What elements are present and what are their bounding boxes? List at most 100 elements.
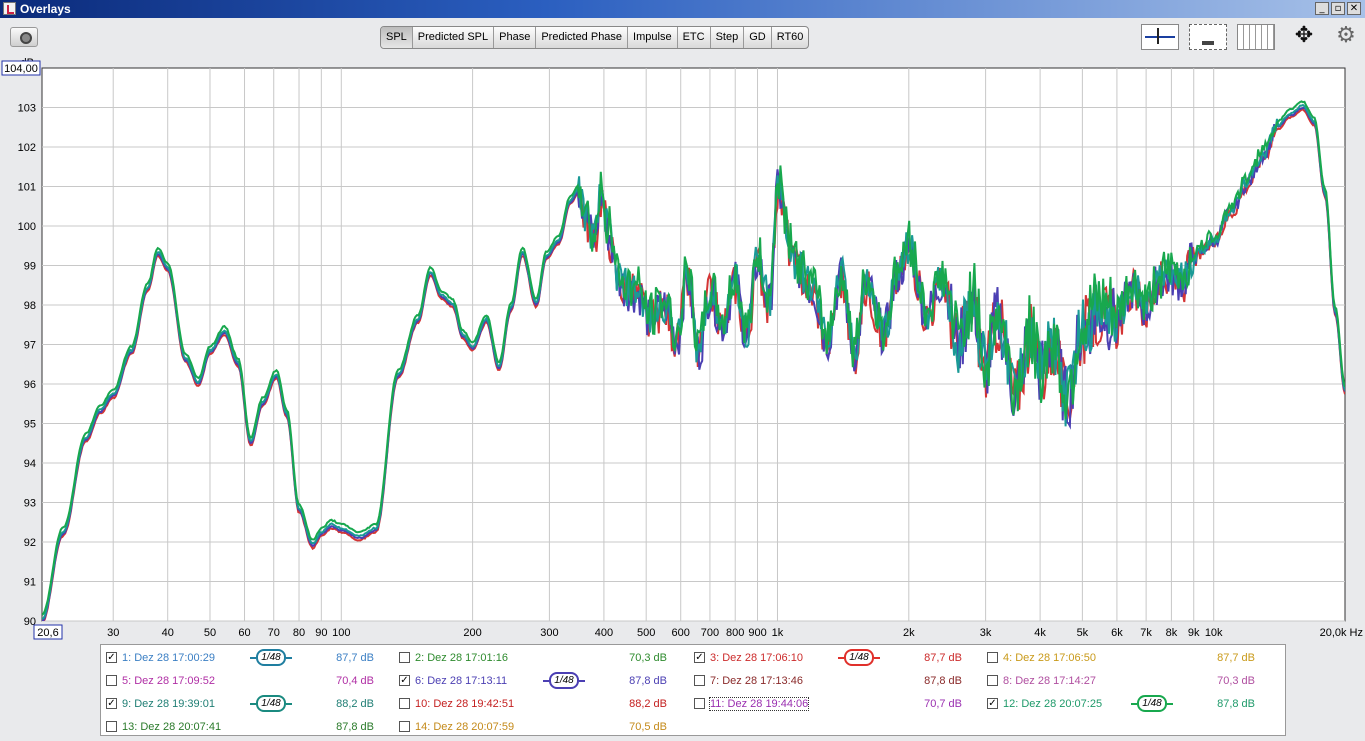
legend-item: ✓ 9: Dez 28 19:39:01 1/48 88,2 dB xyxy=(106,694,386,716)
legend-checkbox[interactable]: ✓ xyxy=(106,698,117,709)
camera-icon[interactable] xyxy=(10,27,38,47)
x-tick-label: 800 xyxy=(726,627,744,639)
x-tick-label: 90 xyxy=(315,627,327,639)
legend-item: ✓ 1: Dez 28 17:00:29 1/48 87,7 dB xyxy=(106,648,386,670)
x-tick-label: 9k xyxy=(1188,627,1200,639)
grid-icon[interactable] xyxy=(1237,24,1275,50)
legend-checkbox[interactable]: ✓ xyxy=(106,652,117,663)
legend-item: ✓ 6: Dez 28 17:13:11 1/48 87,8 dB xyxy=(399,671,679,693)
legend-label[interactable]: 6: Dez 28 17:13:11 xyxy=(415,675,508,687)
legend-checkbox[interactable] xyxy=(694,675,705,686)
x-tick-label: 200 xyxy=(463,627,481,639)
x-tick-label: 40 xyxy=(162,627,174,639)
legend-checkbox[interactable] xyxy=(399,652,410,663)
tab-spl[interactable]: SPL xyxy=(381,27,413,48)
y-tick-label: 92 xyxy=(24,537,36,549)
legend-average: 70,3 dB xyxy=(1217,675,1255,687)
legend-checkbox[interactable]: ✓ xyxy=(694,652,705,663)
smoothing-badge[interactable]: 1/48 xyxy=(838,649,880,666)
tab-predicted-spl[interactable]: Predicted SPL xyxy=(413,27,495,48)
x-tick-label: 4k xyxy=(1034,627,1046,639)
x-tick-label: 100 xyxy=(332,627,350,639)
tab-step[interactable]: Step xyxy=(711,27,745,48)
legend-checkbox[interactable] xyxy=(694,698,705,709)
legend-label[interactable]: 11: Dez 28 19:44:06 xyxy=(708,697,810,711)
x-min-readout: 20,6 xyxy=(37,627,58,639)
legend-checkbox[interactable]: ✓ xyxy=(399,675,410,686)
legend-item: ✓ 12: Dez 28 20:07:25 1/48 87,8 dB xyxy=(987,694,1267,716)
x-tick-label: 7k xyxy=(1140,627,1152,639)
y-tick-label: 93 xyxy=(24,498,36,510)
smoothing-badge[interactable]: 1/48 xyxy=(250,695,292,712)
x-tick-label: 8k xyxy=(1166,627,1178,639)
spl-chart[interactable]: 90 91 92 93 94 95 96 97 98 99 100 101 102 103 30 40 50 60… xyxy=(0,50,1365,644)
tab-impulse[interactable]: Impulse xyxy=(628,27,678,48)
legend-item: ✓ 3: Dez 28 17:06:10 1/48 87,7 dB xyxy=(694,648,974,670)
maximize-button[interactable]: ▫ xyxy=(1331,2,1345,15)
legend-checkbox[interactable] xyxy=(106,721,117,732)
legend-label[interactable]: 12: Dez 28 20:07:25 xyxy=(1003,698,1103,710)
series-line xyxy=(42,100,1345,616)
y-tick-label: 90 xyxy=(24,616,36,628)
smoothing-badge[interactable]: 1/48 xyxy=(1131,695,1173,712)
legend-label[interactable]: 9: Dez 28 19:39:01 xyxy=(122,698,215,710)
x-tick-label: 300 xyxy=(540,627,558,639)
fit-to-window-icon[interactable] xyxy=(1189,24,1227,50)
legend-checkbox[interactable] xyxy=(399,698,410,709)
legend-checkbox[interactable] xyxy=(987,652,998,663)
tab-gd[interactable]: GD xyxy=(744,27,772,48)
legend-label[interactable]: 1: Dez 28 17:00:29 xyxy=(122,652,215,664)
legend-item: 11: Dez 28 19:44:06 70,7 dB xyxy=(694,694,974,716)
legend-label[interactable]: 3: Dez 28 17:06:10 xyxy=(710,652,803,664)
legend-item: 5: Dez 28 17:09:52 70,4 dB xyxy=(106,671,386,693)
tab-etc[interactable]: ETC xyxy=(678,27,711,48)
legend-average: 87,8 dB xyxy=(1217,698,1255,710)
legend-label[interactable]: 8: Dez 28 17:14:27 xyxy=(1003,675,1096,687)
x-tick-label: 600 xyxy=(672,627,690,639)
x-tick-label: 60 xyxy=(238,627,250,639)
minimize-button[interactable]: _ xyxy=(1315,2,1329,15)
y-tick-label: 102 xyxy=(18,142,36,154)
move-arrows-icon[interactable]: ✥ xyxy=(1294,23,1314,48)
legend-label[interactable]: 14: Dez 28 20:07:59 xyxy=(415,721,515,733)
tab-phase[interactable]: Phase xyxy=(494,27,537,48)
legend-checkbox[interactable]: ✓ xyxy=(987,698,998,709)
legend-label[interactable]: 4: Dez 28 17:06:50 xyxy=(1003,652,1096,664)
x-max-readout: 20,0k Hz xyxy=(1320,627,1363,639)
legend-average: 70,5 dB xyxy=(629,721,667,733)
legend-label[interactable]: 13: Dez 28 20:07:41 xyxy=(122,721,222,733)
x-tick-label: 6k xyxy=(1111,627,1123,639)
y-tick-label: 97 xyxy=(24,340,36,352)
x-tick-label: 80 xyxy=(293,627,305,639)
smoothing-badge[interactable]: 1/48 xyxy=(250,649,292,666)
y-tick-label: 99 xyxy=(24,261,36,273)
gear-icon[interactable]: ⚙ xyxy=(1336,23,1356,48)
x-tick-label: 2k xyxy=(903,627,915,639)
y-tick-label: 91 xyxy=(24,577,36,589)
smoothing-badge[interactable]: 1/48 xyxy=(543,672,585,689)
y-tick-label: 103 xyxy=(18,103,36,115)
close-button[interactable]: ✕ xyxy=(1347,2,1361,15)
legend-label[interactable]: 5: Dez 28 17:09:52 xyxy=(122,675,215,687)
x-min-readout-box xyxy=(33,624,63,640)
app-icon xyxy=(3,2,16,15)
x-tick-label: 700 xyxy=(701,627,719,639)
adjust-levels-icon[interactable] xyxy=(1141,24,1179,50)
legend-average: 87,8 dB xyxy=(924,675,962,687)
tab-predicted-phase[interactable]: Predicted Phase xyxy=(536,27,629,48)
legend-checkbox[interactable] xyxy=(106,675,117,686)
legend-checkbox[interactable] xyxy=(399,721,410,732)
legend-checkbox[interactable] xyxy=(987,675,998,686)
legend-average: 88,2 dB xyxy=(336,698,374,710)
title-bar: Overlays _ ▫ ✕ xyxy=(0,0,1365,18)
legend-average: 70,7 dB xyxy=(924,698,962,710)
legend-label[interactable]: 7: Dez 28 17:13:46 xyxy=(710,675,803,687)
legend-average: 70,4 dB xyxy=(336,675,374,687)
legend-item: 14: Dez 28 20:07:59 70,5 dB xyxy=(399,717,679,739)
tab-rt60[interactable]: RT60 xyxy=(776,31,804,43)
x-tick-label: 50 xyxy=(204,627,216,639)
legend-item: 7: Dez 28 17:13:46 87,8 dB xyxy=(694,671,974,693)
x-tick-label: 1k xyxy=(772,627,784,639)
legend-label[interactable]: 2: Dez 28 17:01:16 xyxy=(415,652,508,664)
legend-label[interactable]: 10: Dez 28 19:42:51 xyxy=(415,698,515,710)
